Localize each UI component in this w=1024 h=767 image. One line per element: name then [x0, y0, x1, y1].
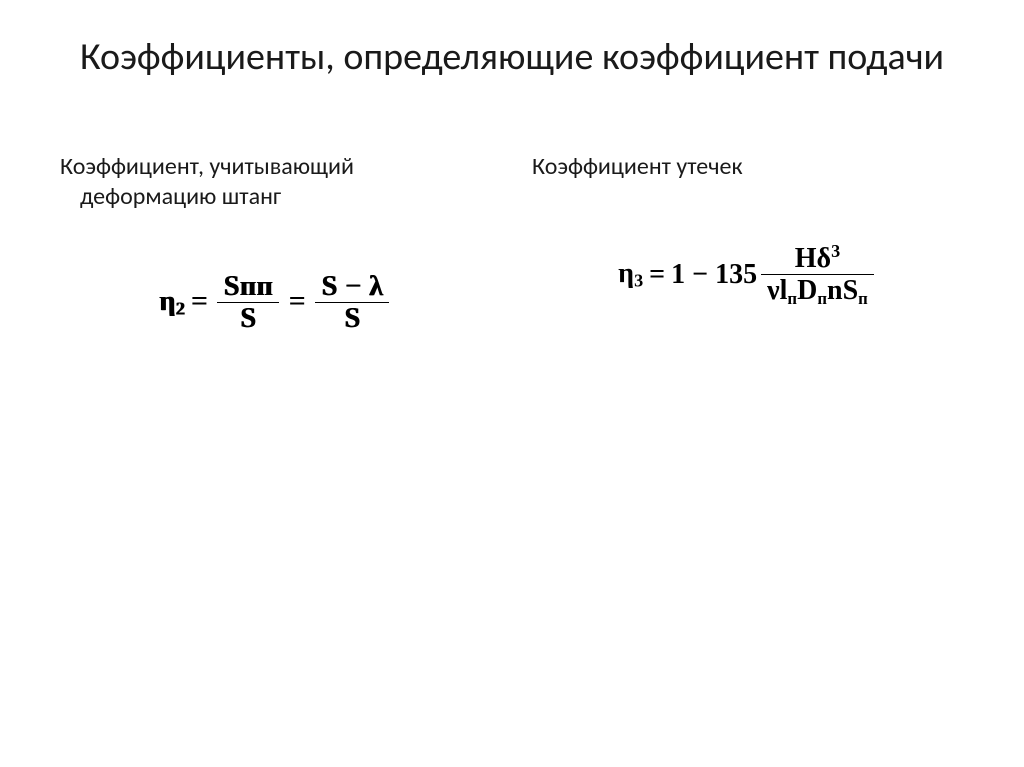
fraction-1: Sпп S [217, 272, 278, 334]
eta-symbol: η3 [618, 258, 643, 292]
numerator: Hδ3 [761, 242, 874, 275]
equals-sign: = [649, 259, 665, 291]
left-subheading: Коэффициент, учитывающий деформацию штан… [60, 152, 492, 212]
denominator: νlпDпnSп [761, 275, 874, 308]
left-column: Коэффициент, учитывающий деформацию штан… [60, 152, 512, 334]
slide: Коэффициенты, определяющие коэффициент п… [0, 0, 1024, 767]
right-formula: η3 = 1 − 135 Hδ3 νlпDпnSп [532, 242, 964, 308]
content-columns: Коэффициент, учитывающий деформацию штан… [0, 152, 1024, 334]
equals-sign: = [289, 286, 305, 318]
equals-sign: = [191, 286, 207, 318]
right-column: Коэффициент утечек η3 = 1 − 135 Hδ3 νlпD… [512, 152, 964, 334]
eta-symbol: η2 [159, 286, 185, 320]
right-subheading: Коэффициент утечек [532, 152, 964, 182]
fraction-right: Hδ3 νlпDпnSп [761, 242, 874, 308]
slide-title: Коэффициенты, определяющие коэффициент п… [50, 34, 974, 82]
fraction-2: S − λ S [315, 272, 389, 334]
left-formula: η2 = Sпп S = S − λ S [60, 272, 492, 334]
rhs-lead: 1 − 135 [671, 259, 757, 291]
